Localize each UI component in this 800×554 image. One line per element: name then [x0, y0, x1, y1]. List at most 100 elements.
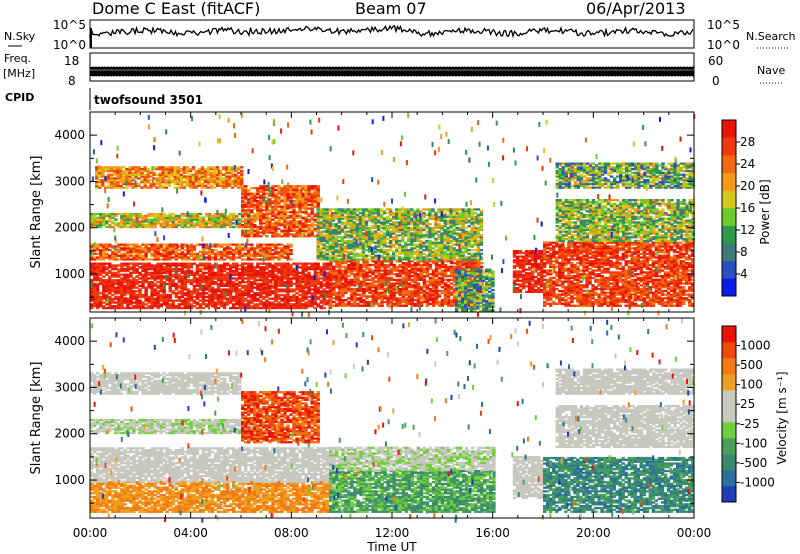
data-cell	[241, 263, 244, 265]
data-cell	[244, 285, 247, 287]
data-cell	[163, 263, 166, 265]
data-cell	[271, 185, 274, 187]
data-cell	[159, 166, 162, 168]
data-cell	[135, 290, 138, 292]
data-cell	[123, 268, 126, 270]
data-cell	[307, 300, 310, 302]
data-cell	[123, 263, 126, 265]
data-cell	[259, 307, 262, 309]
data-cell	[165, 187, 168, 189]
data-cell	[108, 244, 111, 246]
power-panel: 1000200030004000 Slant Range [km] 481216…	[29, 112, 772, 317]
data-cell	[271, 298, 274, 300]
data-cell	[111, 294, 114, 296]
data-cell	[199, 300, 202, 302]
data-cell	[244, 253, 247, 255]
data-cell	[280, 244, 283, 246]
data-cell	[196, 264, 199, 266]
data-cell	[217, 294, 220, 296]
data-cell	[175, 305, 178, 307]
data-cell	[101, 179, 104, 181]
data-cell	[205, 256, 208, 258]
data-cell	[232, 277, 235, 279]
data-cell	[359, 305, 362, 307]
data-cell	[332, 282, 335, 284]
data-cell	[150, 281, 153, 283]
data-cell	[359, 281, 362, 283]
data-cell	[99, 244, 102, 246]
data-cell	[341, 282, 344, 284]
data-cell	[150, 244, 153, 246]
data-cell	[307, 263, 310, 265]
data-cell	[140, 187, 143, 189]
data-cell	[250, 217, 253, 219]
data-cell	[211, 256, 214, 258]
data-cell	[253, 266, 256, 268]
data-cell	[187, 256, 190, 258]
data-cell	[268, 270, 271, 272]
data-cell	[268, 298, 271, 300]
data-cell	[129, 244, 132, 246]
data-cell	[280, 230, 283, 232]
data-cell	[117, 222, 120, 224]
data-cell	[441, 286, 444, 288]
data-cell	[256, 303, 259, 305]
data-cell	[289, 258, 292, 260]
data-cell	[453, 262, 456, 264]
data-cell	[138, 272, 141, 274]
data-cell	[335, 269, 338, 271]
data-cell	[111, 305, 114, 307]
beam-label: Beam 07	[355, 0, 427, 18]
data-cell	[244, 209, 247, 211]
data-cell	[247, 247, 250, 249]
data-cell	[144, 263, 147, 265]
data-cell	[204, 168, 207, 170]
data-cell	[232, 249, 235, 251]
data-cell	[320, 208, 323, 210]
data-cell	[256, 263, 259, 265]
data-cell	[140, 179, 143, 181]
data-cell	[247, 300, 250, 302]
data-cell	[274, 185, 277, 187]
data-cell	[108, 255, 111, 257]
data-cell	[383, 288, 386, 290]
data-cell	[362, 299, 365, 301]
data-cell	[256, 270, 259, 272]
data-cell	[317, 287, 320, 289]
data-cell	[277, 251, 280, 253]
data-cell	[250, 244, 253, 246]
data-cell	[222, 177, 225, 179]
data-cell	[241, 224, 244, 226]
data-cell	[184, 213, 187, 215]
data-cell	[135, 213, 138, 215]
data-cell	[156, 285, 159, 287]
data-cell	[117, 264, 120, 266]
data-cell	[277, 244, 280, 246]
data-cell	[181, 251, 184, 253]
data-cell	[450, 299, 453, 301]
nsearch-tick-top: 10^5	[707, 18, 740, 32]
data-cell	[295, 220, 298, 222]
data-cell	[438, 264, 441, 266]
data-cell	[283, 245, 286, 247]
data-cell	[292, 303, 295, 305]
data-cell	[368, 282, 371, 284]
data-cell	[183, 175, 186, 177]
data-cell	[132, 305, 135, 307]
data-cell	[289, 233, 292, 235]
data-cell	[387, 269, 390, 271]
data-cell	[380, 292, 383, 294]
data-cell	[189, 174, 192, 176]
data-cell	[371, 290, 374, 292]
data-cell	[417, 268, 420, 270]
data-cell	[399, 269, 402, 271]
data-cell	[147, 247, 150, 249]
data-cell	[175, 222, 178, 224]
data-cell	[323, 288, 326, 290]
data-cell	[122, 187, 125, 189]
data-cell	[480, 262, 483, 264]
data-cell	[362, 269, 365, 271]
data-cell	[102, 275, 105, 277]
data-cell	[453, 266, 456, 268]
data-cell	[101, 166, 104, 168]
